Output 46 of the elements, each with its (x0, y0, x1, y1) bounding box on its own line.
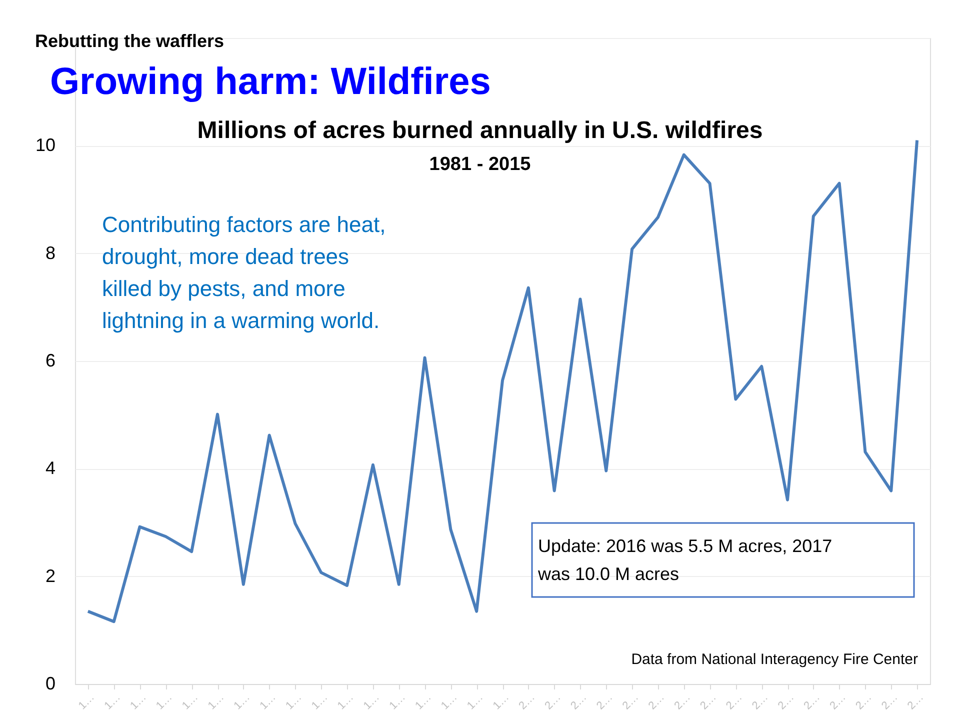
x-tick-label: 1… (387, 692, 408, 712)
x-tick-label: 1… (310, 692, 330, 712)
x-tick-label: 1… (335, 692, 356, 712)
y-tick-label: 2 (45, 566, 56, 586)
x-tick-label: 2… (776, 692, 796, 712)
x-tick-label: 2… (646, 692, 667, 712)
x-tick-label: 2… (672, 692, 693, 712)
x-tick-label: 1… (128, 692, 149, 712)
x-tick-label: 1… (206, 692, 226, 712)
x-tick-label: 1… (413, 692, 434, 712)
x-tick-label: 2… (594, 692, 616, 712)
x-tick-label: 1… (284, 692, 304, 712)
y-tick-label: 10 (35, 135, 56, 156)
x-tick-label: 2… (724, 692, 745, 712)
x-tick-label: 2… (516, 692, 538, 712)
x-tick-label: 1… (76, 692, 97, 712)
x-tick-label: 1… (361, 692, 382, 712)
x-tick-label: 2… (750, 692, 771, 712)
y-tick-label: 6 (45, 350, 56, 370)
x-tick-label: 2… (905, 692, 926, 712)
annotation: Data from National Interagency Fire Center (631, 651, 918, 668)
x-tick-label: 1… (232, 692, 252, 712)
y-tick-label: 4 (45, 458, 56, 478)
text: Millions of acres burned annually in U.S. wildfires (197, 117, 763, 144)
x-tick-label: 2… (854, 692, 874, 712)
x-tick-label: 2… (880, 692, 900, 712)
x-tick-label: 1… (464, 692, 486, 712)
x-tick-label: 1… (102, 692, 123, 712)
x-tick-label: 2… (802, 692, 822, 712)
x-tick-label: 2… (698, 692, 719, 712)
y-tick-label: 8 (45, 242, 56, 263)
x-tick-label: 2… (542, 692, 564, 712)
x-tick-label: 1… (180, 692, 201, 712)
x-tick-label: 2… (620, 692, 642, 712)
annotation: Rebutting the wafflers (35, 31, 224, 51)
x-tick-label: 2… (568, 692, 590, 712)
x-tick-label: 1… (154, 692, 175, 712)
annotation: 1981 - 2015 (429, 154, 532, 175)
annotation: Contributing factors are heat, drought, more dead trees killed by pests, and more lightning in a warming world. (102, 212, 386, 333)
annotation: Update: 2016 was 5.5 M acres, 2017 was 10.0 M acres (537, 536, 832, 584)
text: Growing harm: Wildfires (50, 61, 491, 103)
x-tick-label: 1… (490, 692, 512, 712)
x-tick-label: 2… (828, 692, 848, 712)
y-tick-label: 0 (45, 674, 56, 694)
x-tick-label: 1… (439, 692, 460, 712)
x-tick-label: 1… (258, 692, 278, 712)
